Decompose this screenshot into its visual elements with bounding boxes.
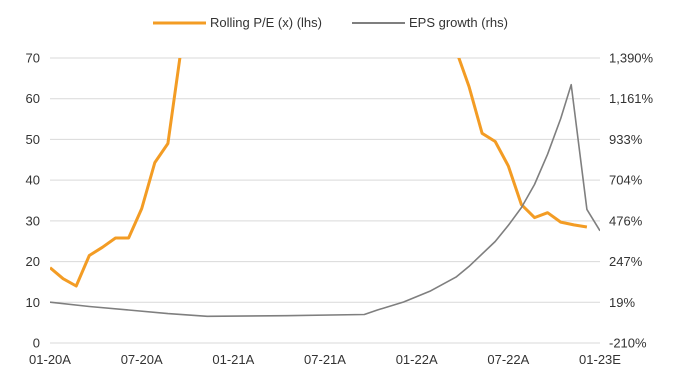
series-line-eps-growth	[50, 83, 600, 318]
x-tick-label: 07-20A	[121, 352, 163, 367]
y-right-tick-label: 1,161%	[609, 91, 654, 106]
legend-label-eps: EPS growth (rhs)	[409, 15, 508, 30]
y-left-tick-label: 40	[26, 173, 40, 188]
legend-label-pe: Rolling P/E (x) (lhs)	[210, 15, 322, 30]
axis-layer: 0 -210% 10 19% 20 247% 30 476% 40 704% 50 933% 60 1,1…	[26, 51, 654, 368]
legend: Rolling P/E (x) (lhs) EPS growth (rhs)	[153, 15, 508, 30]
x-tick-label: 07-22A	[487, 352, 529, 367]
y-left-tick-label: 10	[26, 295, 40, 310]
y-left-tick-label: 0	[33, 336, 40, 351]
y-right-tick-label: 476%	[609, 213, 643, 228]
x-tick-label: 01-23E	[579, 352, 621, 367]
series-layer	[50, 58, 600, 318]
grid-layer	[50, 57, 600, 344]
series-line-rolling-pe	[50, 58, 588, 288]
y-right-tick-label: 1,390%	[609, 51, 654, 66]
x-tick-label: 01-22A	[396, 352, 438, 367]
y-right-tick-label: 247%	[609, 254, 643, 269]
y-right-tick-label: 933%	[609, 132, 643, 147]
y-left-tick-label: 30	[26, 213, 40, 228]
y-left-tick-label: 20	[26, 254, 40, 269]
y-left-tick-label: 50	[26, 132, 40, 147]
y-right-tick-label: -210%	[609, 336, 647, 351]
x-tick-label: 01-21A	[212, 352, 254, 367]
x-tick-label: 07-21A	[304, 352, 346, 367]
y-left-tick-label: 60	[26, 91, 40, 106]
y-right-tick-label: 704%	[609, 173, 643, 188]
x-tick-label: 01-20A	[29, 352, 71, 367]
y-right-tick-label: 19%	[609, 295, 635, 310]
y-left-tick-label: 70	[26, 51, 40, 66]
